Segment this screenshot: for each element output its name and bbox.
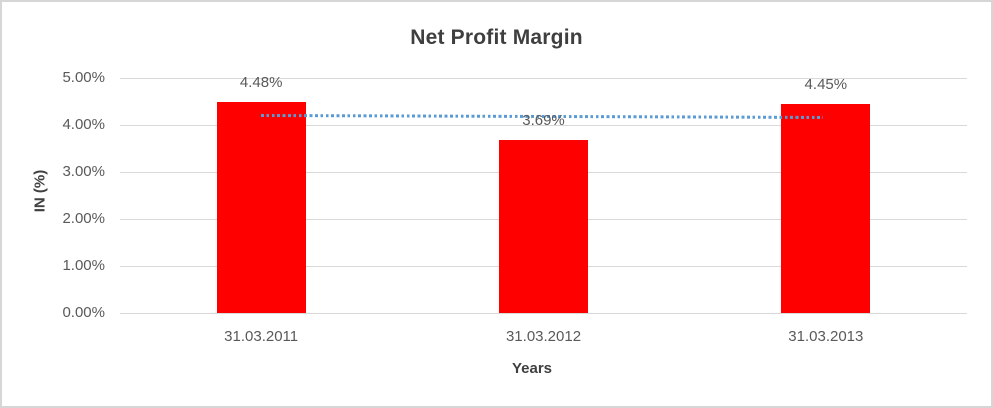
bar <box>781 103 871 313</box>
gridline <box>120 78 967 79</box>
y-tick-label: 2.00% <box>62 210 105 227</box>
x-tick-label: 31.03.2012 <box>505 328 582 345</box>
y-tick-label: 0.00% <box>62 304 105 321</box>
x-axis-title: Years <box>511 360 553 377</box>
bar-data-label: 4.48% <box>239 74 283 92</box>
bar-data-label: 3.69% <box>522 111 565 129</box>
y-tick-label: 1.00% <box>62 257 105 274</box>
bar <box>499 139 588 313</box>
gridline <box>120 125 967 126</box>
x-tick-label: 31.03.2011 <box>224 328 299 345</box>
bar <box>216 102 306 313</box>
x-tick-label: 31.03.2013 <box>788 328 864 345</box>
gridline <box>120 313 967 314</box>
y-tick-label: 4.00% <box>62 116 105 133</box>
chart-title: Net Profit Margin <box>410 26 583 49</box>
y-tick-label: 5.00% <box>62 69 105 86</box>
y-tick-label: 3.00% <box>62 163 105 180</box>
bar-data-label: 4.45% <box>804 75 848 93</box>
